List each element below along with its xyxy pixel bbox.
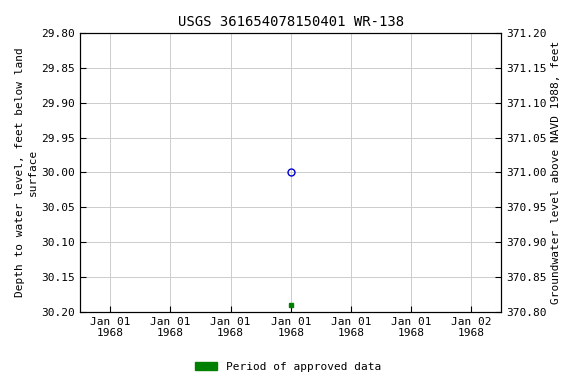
Title: USGS 361654078150401 WR-138: USGS 361654078150401 WR-138 bbox=[178, 15, 404, 29]
Y-axis label: Depth to water level, feet below land
surface: Depth to water level, feet below land su… bbox=[15, 48, 37, 297]
Y-axis label: Groundwater level above NAVD 1988, feet: Groundwater level above NAVD 1988, feet bbox=[551, 41, 561, 304]
Legend: Period of approved data: Period of approved data bbox=[191, 358, 385, 377]
